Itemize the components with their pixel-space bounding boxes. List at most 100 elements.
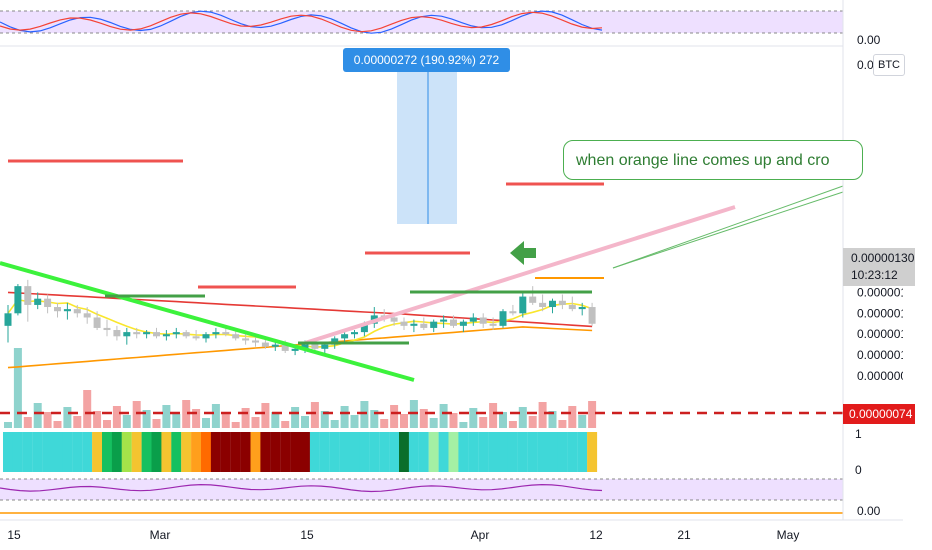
indicator-cell [102, 432, 112, 472]
volume-bar [162, 405, 171, 428]
candle-body [133, 332, 141, 335]
candle-body [222, 332, 230, 335]
volume-bar [271, 412, 280, 428]
volume-bar [588, 401, 597, 428]
indicator-cell [319, 432, 330, 472]
candle-body [123, 332, 131, 337]
indicator-cell [507, 432, 518, 472]
candle-body [539, 302, 547, 308]
indicator-cell [181, 432, 192, 472]
volume-bar [330, 420, 339, 428]
volume-bar [499, 412, 507, 428]
indicator-cell [349, 432, 360, 472]
volume-bars [4, 348, 597, 428]
bottom-oscillator-value: 0.00 [857, 504, 881, 518]
candle-body [450, 319, 457, 326]
last-price-tag: 0.00000130 10:23:12 [843, 248, 915, 286]
volume-bar [320, 411, 329, 428]
indicator-cell [72, 432, 83, 472]
candle-body [192, 336, 200, 339]
candle-body [459, 321, 467, 326]
candle-body [271, 344, 279, 347]
pink-trendline[interactable] [304, 205, 736, 345]
volume-bar [419, 409, 428, 428]
candle-body [529, 296, 537, 303]
indicator-cell [527, 432, 538, 472]
volume-bar [281, 421, 290, 428]
volume-bar [350, 415, 359, 428]
indicator-cell [151, 432, 162, 472]
volume-bar [548, 411, 557, 428]
volume-bar [439, 404, 448, 428]
last-price-value: 0.00000130 [851, 251, 915, 265]
indicator-cell [547, 432, 558, 472]
green-trendline[interactable] [0, 261, 415, 382]
candle-body [321, 344, 329, 349]
indicator-cell [230, 432, 241, 472]
top-oscillator-value: 0.00 [857, 33, 881, 47]
volume-bar [449, 413, 458, 428]
time-tick-label: 12 [589, 528, 603, 542]
volume-bar [13, 348, 22, 428]
volume-bar [528, 416, 537, 428]
indicator-cell [537, 432, 548, 472]
volume-bar [459, 422, 468, 428]
oscillator-blue-line [0, 10, 603, 34]
top-oscillator [0, 10, 603, 34]
time-tick-label: May [777, 528, 800, 542]
oscillator-purple-line [0, 483, 603, 493]
indicator-cell [339, 432, 350, 472]
indicator-cell [587, 432, 598, 472]
indicator-cell [141, 432, 152, 472]
candles [4, 279, 596, 356]
candle-body [578, 307, 586, 310]
volume-bar [370, 410, 379, 428]
time-tick-label: 15 [300, 528, 314, 542]
volume-bar [132, 401, 141, 428]
channel-line-2[interactable] [612, 191, 844, 269]
candle-body [440, 319, 448, 322]
candle-body [83, 313, 91, 318]
indicator-cell [468, 432, 479, 472]
candle-body [93, 317, 101, 328]
candle-body [390, 317, 398, 322]
channel-line-1[interactable] [612, 185, 844, 269]
candle-body [162, 334, 170, 337]
volume-bar [202, 418, 210, 428]
measure-range-box [397, 72, 457, 224]
candle-body [4, 313, 12, 326]
indicator-cell [250, 432, 261, 472]
text-annotation[interactable]: when orange line comes up and cro [563, 140, 863, 180]
indicator-label-0: 0 [855, 463, 862, 477]
volume-bar [390, 405, 399, 428]
quote-unit-badge[interactable]: BTC [873, 54, 905, 76]
arrow-left-icon[interactable] [510, 241, 536, 265]
volume-bar [142, 410, 151, 428]
candle-body [341, 334, 349, 339]
candle-body [519, 296, 527, 314]
indicator-cell [92, 432, 103, 472]
indicator-cell [300, 432, 310, 472]
volume-bar [73, 416, 82, 428]
candle-body [252, 340, 259, 343]
indicator-cell [418, 432, 429, 472]
indicator-cell [557, 432, 568, 472]
candle-body [44, 298, 52, 308]
volume-bar [310, 402, 319, 428]
candle-body [301, 342, 309, 349]
indicator-cell [260, 432, 271, 472]
volume-bar [479, 417, 488, 428]
indicator-cell [22, 432, 33, 472]
volume-bar [469, 408, 478, 428]
indicator-cell [171, 432, 182, 472]
volume-bar [360, 401, 369, 428]
indicator-cell [82, 432, 93, 472]
candle-body [242, 338, 250, 341]
volume-bar [340, 406, 349, 428]
volume-bar [23, 417, 32, 428]
indicator-cell [52, 432, 63, 472]
alert-price-tag[interactable]: 0.00000074 [843, 404, 915, 424]
indicator-cell [240, 432, 251, 472]
indicator-cell [121, 432, 132, 472]
